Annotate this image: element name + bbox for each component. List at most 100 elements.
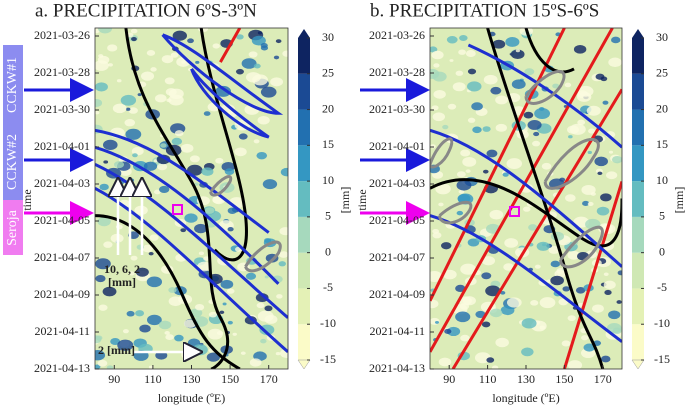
colorbar-segment <box>632 38 644 74</box>
precip-texture <box>611 36 621 44</box>
precip-texture <box>278 251 288 258</box>
precip-texture <box>475 310 486 318</box>
x-tick-label: 110 <box>144 372 162 386</box>
x-tick-label: 90 <box>108 372 120 386</box>
precip-texture <box>180 143 194 153</box>
precip-texture <box>483 169 489 174</box>
colorbar-segment <box>298 145 310 182</box>
precip-texture <box>435 183 451 195</box>
precip-texture <box>530 300 539 306</box>
colorbar-segment <box>298 324 310 360</box>
x-tick-label: 150 <box>221 372 239 386</box>
precip-texture <box>95 110 100 115</box>
precip-texture <box>458 49 466 55</box>
precip-texture <box>260 42 268 49</box>
precip-texture <box>131 147 144 156</box>
precip-texture <box>552 83 560 89</box>
precip-texture <box>587 201 594 207</box>
precip-texture <box>234 147 247 157</box>
precip-texture <box>430 299 439 309</box>
contour <box>524 69 566 105</box>
precip-texture <box>155 351 168 360</box>
precip-texture <box>125 107 131 111</box>
colorbar-tick-label: -10 <box>320 316 336 330</box>
colorbar-label: [mm] <box>338 187 352 214</box>
contour <box>95 163 288 319</box>
precip-texture <box>227 320 233 325</box>
y-tick-label: 2021-04-01 <box>369 139 425 153</box>
precip-texture <box>139 324 151 333</box>
precip-texture <box>238 133 248 140</box>
precip-texture <box>122 329 129 334</box>
colorbar-extend <box>632 29 644 38</box>
contour <box>161 33 284 115</box>
precip-texture <box>103 160 109 164</box>
colorbar-segment <box>632 216 644 253</box>
precip-texture <box>457 194 471 204</box>
y-tick-label: 2021-03-28 <box>34 65 90 79</box>
precip-texture <box>180 228 187 233</box>
colorbar-tick-label: -10 <box>654 316 670 330</box>
precip-texture <box>495 337 509 348</box>
precip-texture <box>107 44 118 52</box>
precip-texture <box>148 251 154 256</box>
precip-texture <box>471 102 483 111</box>
precip-texture <box>575 287 586 294</box>
precip-texture <box>222 302 227 306</box>
precip-texture <box>126 310 135 317</box>
contour <box>190 68 270 139</box>
precip-texture <box>495 123 507 132</box>
precip-texture <box>97 359 108 367</box>
precip-texture <box>98 304 108 311</box>
precip-texture <box>165 88 177 96</box>
seroja-marker <box>172 204 183 215</box>
precip-texture <box>215 85 232 97</box>
x-tick-label: 130 <box>517 372 535 386</box>
precip-texture <box>431 50 444 60</box>
contour <box>124 28 229 369</box>
precip-texture <box>208 311 218 318</box>
precip-texture <box>432 232 442 239</box>
panel-title: a. PRECIPITATION 6ºS-3ºN <box>35 0 257 21</box>
precip-texture <box>485 285 501 297</box>
colorbar-tick-label: 5 <box>659 209 665 223</box>
precip-texture <box>197 261 212 272</box>
precip-texture <box>550 275 564 286</box>
precip-texture <box>166 98 172 103</box>
precip-texture <box>600 193 612 202</box>
colorbar-tick-label: 15 <box>322 137 334 151</box>
precip-texture <box>236 34 244 40</box>
precip-texture <box>216 330 224 336</box>
precip-texture <box>489 209 504 220</box>
colorbar-segment <box>298 288 310 325</box>
precip-texture <box>500 291 506 295</box>
precip-texture <box>550 260 561 268</box>
precip-texture <box>150 67 157 72</box>
precip-texture <box>541 162 552 170</box>
precip-texture <box>189 155 200 163</box>
colorbar-tick-label: -15 <box>320 352 336 366</box>
contour <box>438 200 473 225</box>
precip-texture <box>577 302 584 307</box>
panel <box>430 28 622 369</box>
precip-texture <box>275 39 282 44</box>
precip-texture <box>538 107 545 111</box>
colorbar-tick-label: 10 <box>322 173 334 187</box>
precip-texture <box>232 332 237 336</box>
contour <box>543 137 600 190</box>
precip-texture <box>603 280 616 290</box>
precip-texture <box>438 357 452 367</box>
precip-texture <box>235 68 244 75</box>
precip-texture <box>489 308 503 318</box>
precip-texture <box>194 223 208 234</box>
precip-texture <box>248 51 258 58</box>
colorbar-extend <box>298 29 310 38</box>
precip-texture <box>264 314 278 324</box>
cckw2-label: CCKW#2 <box>5 134 20 190</box>
colorbar-tick-label: -5 <box>657 280 667 294</box>
x-tick-label: 170 <box>260 372 278 386</box>
precip-texture <box>112 103 127 114</box>
precip-texture <box>203 111 211 116</box>
precip-texture <box>224 168 235 175</box>
precip-texture <box>154 94 167 103</box>
